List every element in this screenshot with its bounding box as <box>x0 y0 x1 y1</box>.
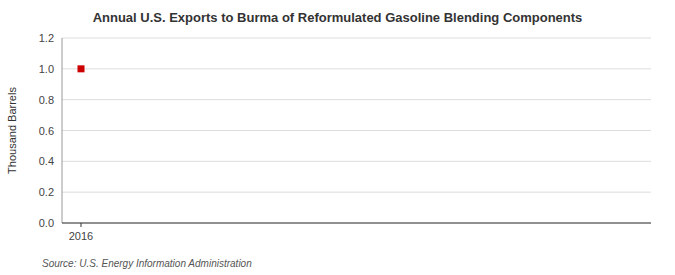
chart: Annual U.S. Exports to Burma of Reformul… <box>0 0 675 275</box>
x-tick <box>81 223 82 227</box>
source-note: Source: U.S. Energy Information Administ… <box>42 258 252 269</box>
grid-line <box>62 130 651 131</box>
chart-container: Annual U.S. Exports to Burma of Reformul… <box>0 0 675 275</box>
grid-line <box>62 68 651 69</box>
y-tick-label: 1.2 <box>39 32 54 44</box>
grid-line <box>62 161 651 162</box>
points <box>78 65 85 72</box>
grid-line <box>62 223 651 224</box>
grid-line <box>62 192 651 193</box>
x-axis-line <box>62 222 651 223</box>
grid-line <box>62 99 651 100</box>
x-tick-label: 2016 <box>69 230 93 242</box>
y-axis: 0.0 0.2 0.4 0.6 0.8 1.0 1.2 <box>39 32 651 229</box>
y-tick-label: 0.0 <box>39 217 54 229</box>
y-tick-label: 1.0 <box>39 63 54 75</box>
y-axis-line <box>62 38 63 223</box>
point <box>78 65 85 72</box>
x-axis: 2016 <box>62 223 651 242</box>
y-tick-label: 0.6 <box>39 125 54 137</box>
y-tick-label: 0.2 <box>39 186 54 198</box>
y-tick-label: 0.8 <box>39 94 54 106</box>
y-tick-label: 0.4 <box>39 155 54 167</box>
grid-line <box>62 38 651 39</box>
title: Annual U.S. Exports to Burma of Reformul… <box>93 10 583 25</box>
y-axis-label: Thousand Barrels <box>6 87 18 174</box>
